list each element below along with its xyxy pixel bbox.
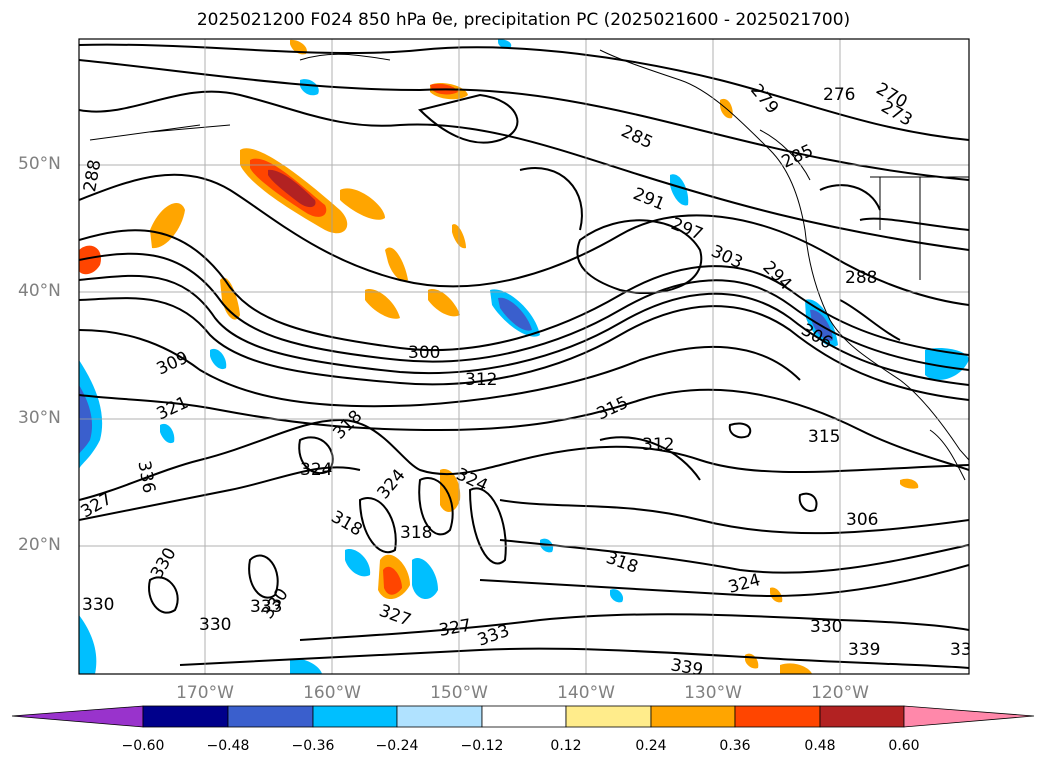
colorbar-tick: −0.48	[206, 738, 250, 754]
lat-label-50n: 50°N	[18, 154, 61, 174]
colorbar-segment	[227, 705, 314, 728]
colorbar-tick: −0.60	[121, 738, 165, 754]
lon-label-120w: 120°W	[811, 683, 869, 703]
lon-label-150w: 150°W	[430, 683, 488, 703]
map-title: 2025021200 F024 850 hPa θe, precipitatio…	[196, 10, 851, 30]
colorbar	[11, 705, 1035, 728]
contour-label: 330	[810, 617, 842, 637]
contour-label: 339	[669, 655, 704, 680]
lon-label-170w: 170°W	[176, 683, 234, 703]
contour-label: 315	[808, 427, 840, 447]
contour-label: 300	[408, 343, 440, 363]
colorbar-tick: −0.12	[460, 738, 504, 754]
colorbar-tick: −0.24	[375, 738, 419, 754]
lon-label-130w: 130°W	[684, 683, 742, 703]
theta-e-contours	[79, 43, 969, 669]
contour-label: 318	[400, 523, 432, 543]
colorbar-tick: −0.36	[291, 738, 335, 754]
contour-label: 288	[845, 268, 877, 288]
colorbar-tick: 0.36	[719, 738, 751, 754]
contour-label: 330	[82, 595, 114, 615]
lon-label-160w: 160°W	[303, 683, 361, 703]
colorbar-tick: 0.24	[635, 738, 667, 754]
colorbar-tick: 0.48	[804, 738, 836, 754]
colorbar-segment	[481, 705, 567, 728]
contour-label: 33	[950, 640, 972, 660]
colorbar-segment	[565, 705, 652, 728]
colorbar-tick: 0.12	[550, 738, 582, 754]
lat-label-30n: 30°N	[18, 408, 61, 428]
colorbar-segment	[396, 705, 483, 728]
gridlines	[79, 39, 969, 674]
lat-label-40n: 40°N	[18, 281, 61, 301]
colorbar-segment	[142, 705, 229, 728]
contour-label: 306	[846, 510, 878, 530]
plot-frame	[78, 38, 970, 675]
colorbar-segment	[734, 705, 821, 728]
colorbar-segment	[650, 705, 736, 728]
contour-label: 339	[848, 640, 880, 660]
colorbar-segment	[11, 705, 144, 728]
lon-label-140w: 140°W	[557, 683, 615, 703]
contour-label: 312	[642, 435, 674, 455]
colorbar-segment	[903, 705, 1035, 728]
lat-label-20n: 20°N	[18, 535, 61, 555]
contour-label: 333	[250, 597, 282, 617]
colorbar-segment	[819, 705, 905, 728]
map-plot-area: 270 273 276 279 285 285 288 288 291 297 …	[79, 39, 972, 680]
contour-label: 312	[465, 370, 497, 390]
colorbar-segment	[312, 705, 398, 728]
colorbar-tick: 0.60	[888, 738, 920, 754]
contour-label: 324	[300, 460, 332, 480]
coastlines	[89, 49, 969, 481]
contour-label: 276	[823, 85, 855, 105]
contour-label: 330	[199, 615, 231, 635]
precip-shading	[79, 39, 969, 674]
